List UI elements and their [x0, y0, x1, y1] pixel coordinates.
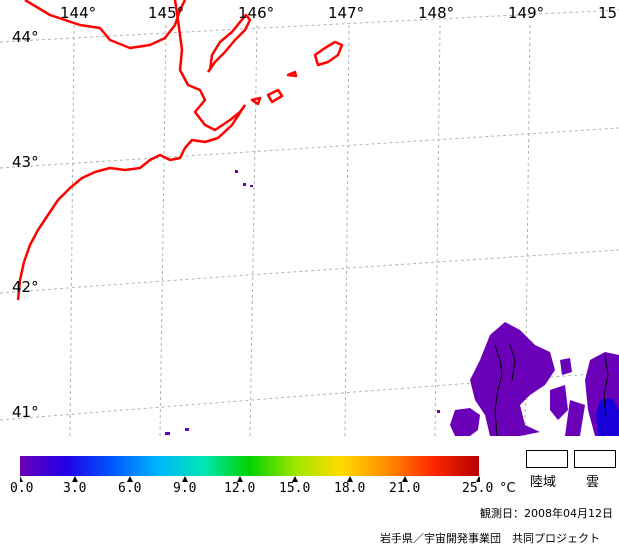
tick-mark-7 — [402, 476, 408, 482]
cloud-legend-label: 雲 — [586, 475, 600, 490]
tick-mark-3 — [182, 476, 188, 482]
lon-label-147: 147° — [328, 4, 365, 22]
credit-text: 岩手県／宇宙開発事業団 共同プロジェクト — [380, 532, 600, 545]
tick-label-7: 21.0 — [389, 481, 421, 496]
lon-label-149: 149° — [508, 4, 545, 22]
lon-label-146: 146° — [238, 4, 275, 22]
tick-mark-1 — [72, 476, 78, 482]
tick-mark-0 — [20, 476, 23, 482]
sst-warm-patch — [596, 398, 619, 436]
lat-label-44: 44° — [12, 28, 39, 46]
colorbar-ticks — [20, 476, 480, 482]
lat-label-42: 42° — [12, 278, 39, 296]
sst-map — [0, 0, 619, 436]
lon-label-150: 15 — [598, 4, 618, 22]
land-legend-label: 陸域 — [530, 475, 557, 490]
tick-label-4: 12.0 — [224, 481, 256, 496]
lat-label-41: 41° — [12, 403, 39, 421]
observation-date: 観測日：2008年04月12日 — [480, 507, 613, 520]
tick-label-0: 0.0 — [10, 481, 34, 496]
tick-mark-6 — [347, 476, 353, 482]
tick-label-1: 3.0 — [63, 481, 87, 496]
sst-contours — [494, 344, 609, 436]
sst-colorbar — [20, 456, 479, 476]
lon-label-145: 145° — [148, 4, 185, 22]
tick-mark-5 — [292, 476, 298, 482]
cloud-legend-box — [574, 450, 616, 468]
tick-label-5: 15.0 — [279, 481, 311, 496]
sst-patches — [165, 170, 619, 436]
tick-label-6: 18.0 — [334, 481, 366, 496]
graticule — [0, 9, 619, 436]
unit-label: °C — [500, 481, 516, 496]
lon-label-148: 148° — [418, 4, 455, 22]
tick-mark-2 — [127, 476, 133, 482]
tick-label-8: 25.0 — [462, 481, 494, 496]
tick-label-2: 6.0 — [118, 481, 142, 496]
tick-mark-4 — [237, 476, 243, 482]
land-legend-box — [526, 450, 568, 468]
tick-label-3: 9.0 — [173, 481, 197, 496]
coastline — [16, 0, 344, 301]
tick-mark-8 — [476, 476, 480, 482]
lon-label-144: 144° — [60, 4, 97, 22]
lat-label-43: 43° — [12, 153, 39, 171]
